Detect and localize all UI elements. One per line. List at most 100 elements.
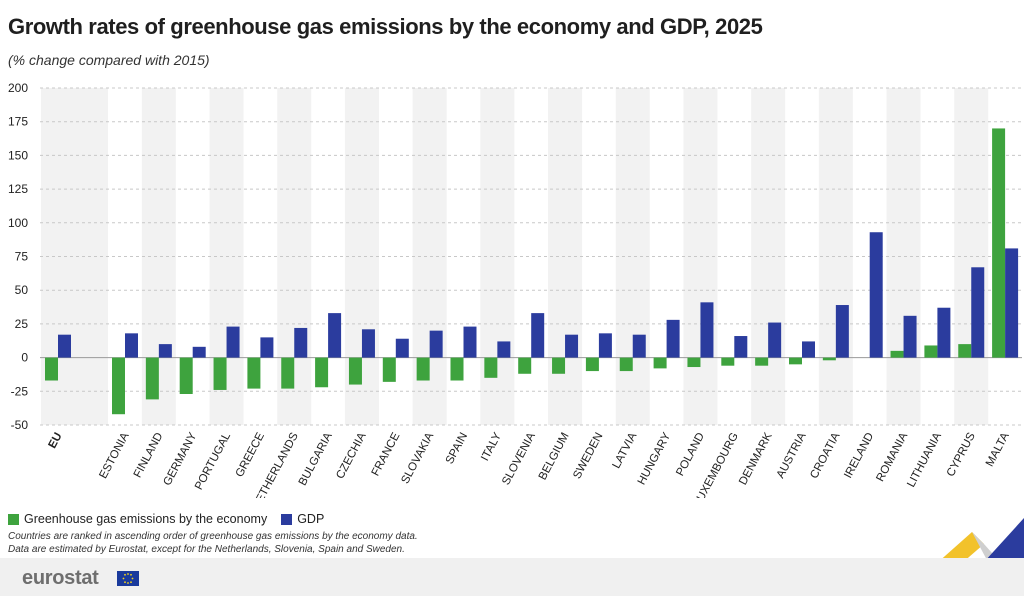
bar-gdp-sweden — [598, 333, 612, 358]
bar-gdp-lithuania — [937, 307, 951, 358]
y-tick-label: 75 — [15, 250, 29, 264]
x-tick-label: LITHUANIA — [905, 430, 944, 489]
eurostat-logo: eurostat — [22, 567, 99, 589]
bar-ghg-france — [382, 357, 396, 382]
bar-ghg-portugal — [213, 357, 227, 390]
bar-ghg-denmark — [755, 357, 769, 366]
bar-ghg-germany — [179, 357, 193, 394]
bar-ghg-luxembourg — [721, 357, 735, 366]
x-tick-label: HUNGARY — [636, 430, 674, 487]
legend-label-ghg: Greenhouse gas emissions by the economy — [24, 512, 268, 526]
legend-swatch-gdp — [281, 513, 293, 525]
x-tick-label: BULGARIA — [297, 430, 335, 487]
bar-ghg-estonia — [112, 357, 125, 415]
bar-ghg-netherlands — [281, 357, 295, 389]
x-tick-label: ITALY — [479, 430, 504, 463]
bar-gdp-belgium — [565, 334, 579, 358]
x-tick-label: ESTONIA — [97, 430, 131, 480]
bar-gdp-bulgaria — [328, 313, 342, 358]
bar-ghg-hungary — [653, 357, 667, 369]
bar-ghg-slovenia — [518, 357, 532, 374]
eu-flag-icon — [117, 571, 139, 586]
y-tick-label: -25 — [11, 384, 29, 398]
x-tick-label: LATVIA — [611, 430, 640, 470]
bar-gdp-croatia — [835, 305, 849, 358]
x-tick-label: FRANCE — [370, 430, 403, 478]
bar-gdp-greece — [260, 337, 274, 358]
y-tick-label: 25 — [15, 317, 29, 331]
y-tick-label: -50 — [11, 418, 29, 432]
x-tick-label: GREECE — [234, 430, 268, 479]
bar-ghg-spain — [450, 357, 464, 381]
bar-ghg-croatia — [822, 357, 836, 361]
bar-ghg-lithuania — [924, 345, 938, 358]
x-tick-label: BELGIUM — [537, 431, 572, 482]
y-tick-label: 100 — [8, 216, 28, 230]
legend-item-gdp: GDP — [281, 512, 324, 526]
bar-ghg-sweden — [585, 357, 599, 372]
x-tick-label: IRELAND — [842, 431, 876, 481]
category-band — [75, 88, 108, 425]
x-tick-label: DENMARK — [737, 430, 775, 487]
y-tick-label: 125 — [8, 182, 28, 196]
x-tick-label: GERMANY — [161, 430, 199, 487]
bar-gdp-estonia — [125, 333, 138, 358]
bar-gdp-austria — [802, 341, 815, 358]
x-tick-label: SLOVAKIA — [399, 430, 436, 485]
bar-gdp-finland — [158, 344, 172, 358]
legend-item-ghg: Greenhouse gas emissions by the economy — [8, 512, 267, 526]
bar-gdp-slovenia — [531, 313, 545, 358]
bar-gdp-netherlands — [294, 327, 308, 358]
y-tick-label: 150 — [8, 148, 28, 162]
x-tick-label: AUSTRIA — [775, 430, 809, 480]
chart-title: Growth rates of greenhouse gas emissions… — [8, 14, 763, 39]
bar-gdp-romania — [903, 315, 917, 358]
category-band — [615, 88, 650, 425]
bar-gdp-eu — [58, 334, 71, 358]
bar-gdp-ireland — [869, 232, 883, 358]
x-tick-label: MALTA — [984, 430, 1012, 468]
y-tick-label: 200 — [8, 81, 28, 95]
x-tick-label: POLAND — [674, 431, 707, 478]
x-tick-label: SLOVENIA — [500, 430, 538, 487]
bar-ghg-austria — [789, 357, 802, 365]
bar-ghg-romania — [890, 350, 904, 358]
bar-gdp-malta — [1005, 248, 1019, 358]
bar-gdp-france — [395, 338, 409, 358]
note-estimates: Data are estimated by Eurostat, except f… — [8, 544, 405, 555]
bar-ghg-czechia — [348, 357, 362, 385]
bar-ghg-cyprus — [958, 344, 972, 358]
bar-gdp-hungary — [666, 319, 680, 358]
y-tick-label: 175 — [8, 115, 28, 129]
x-tick-label: SPAIN — [444, 431, 470, 466]
bar-gdp-poland — [700, 302, 714, 358]
y-tick-label: 50 — [15, 283, 29, 297]
x-tick-label: CYPRUS — [945, 430, 978, 478]
x-tick-label: CZECHIA — [334, 430, 368, 480]
bar-ghg-finland — [145, 357, 159, 400]
bar-ghg-malta — [992, 128, 1006, 358]
bar-gdp-germany — [192, 346, 206, 358]
bar-ghg-italy — [484, 357, 498, 378]
x-tick-label: PORTUGAL — [193, 430, 233, 492]
bar-ghg-bulgaria — [315, 357, 329, 388]
bar-ghg-latvia — [619, 357, 633, 372]
bar-gdp-latvia — [632, 334, 646, 358]
bar-gdp-luxembourg — [734, 336, 748, 358]
bar-ghg-greece — [247, 357, 261, 389]
bar-gdp-czechia — [361, 329, 375, 358]
legend: Greenhouse gas emissions by the economy … — [8, 512, 338, 526]
x-tick-label: SWEDEN — [571, 431, 605, 481]
bar-ghg-slovakia — [416, 357, 430, 381]
bar-gdp-italy — [497, 341, 511, 358]
bar-gdp-spain — [463, 326, 477, 358]
legend-swatch-ghg — [8, 513, 19, 525]
x-tick-label: FINLAND — [132, 431, 166, 480]
category-band — [818, 88, 853, 425]
bar-ghg-belgium — [552, 357, 566, 374]
y-tick-label: 0 — [21, 351, 28, 365]
bar-ghg-poland — [687, 357, 701, 368]
x-tick-label: CROATIA — [808, 430, 842, 480]
bar-gdp-cyprus — [971, 267, 985, 358]
x-tick-label: ROMANIA — [874, 430, 910, 483]
